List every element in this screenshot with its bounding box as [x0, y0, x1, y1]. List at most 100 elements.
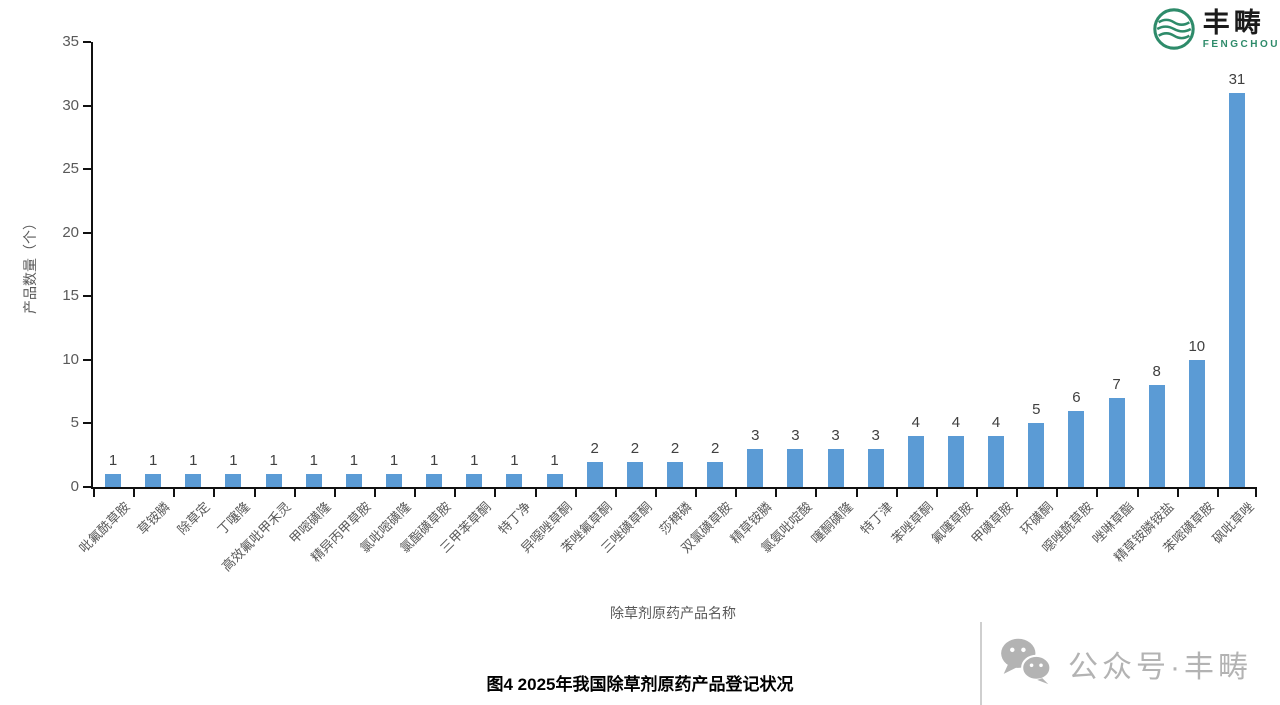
- x-category-label: 吡氟酰草胺: [76, 499, 133, 556]
- x-tick: [93, 489, 95, 497]
- x-axis-title: 除草剂原药产品名称: [610, 605, 736, 621]
- x-tick: [895, 489, 898, 497]
- bar-value-label: 3: [871, 426, 880, 444]
- x-tick: [614, 489, 617, 497]
- x-category-label: 除草定: [174, 499, 214, 538]
- bar-value-label: 4: [911, 414, 920, 432]
- y-axis-title: 产品数量（个）: [22, 216, 38, 314]
- bar-value-label: 31: [1228, 70, 1246, 88]
- bar: [305, 474, 322, 487]
- figure-caption: 图4 2025年我国除草剂原药产品登记状况: [486, 675, 794, 694]
- bar-value-label: 2: [710, 439, 720, 457]
- x-tick: [1096, 489, 1099, 497]
- bar-value-label: 2: [630, 439, 640, 457]
- bar: [1148, 385, 1165, 487]
- x-tick: [494, 489, 497, 497]
- x-tick: [534, 489, 537, 497]
- bar: [747, 448, 764, 487]
- bar-value-label: 1: [189, 452, 198, 470]
- x-tick: [373, 489, 376, 497]
- bar-value-label: 1: [470, 452, 479, 470]
- watermark-divider: [980, 622, 982, 705]
- bar-value-label: 1: [510, 452, 519, 470]
- x-tick: [935, 489, 938, 497]
- brand-logo: 丰畴 FENGCHOU: [1151, 6, 1280, 52]
- bar: [345, 474, 362, 487]
- bar: [506, 474, 523, 487]
- bar-value-label: 1: [108, 452, 118, 470]
- logo-text: 丰畴 FENGCHOU: [1203, 6, 1280, 50]
- y-tick-label: 20: [62, 223, 79, 241]
- x-tick: [1216, 489, 1219, 497]
- x-tick: [1136, 489, 1139, 497]
- bar-value-label: 3: [831, 426, 840, 444]
- bar: [185, 474, 202, 487]
- watermark-text: 公众号·丰畴: [1068, 650, 1252, 684]
- x-tick: [815, 489, 818, 497]
- bar: [947, 436, 964, 487]
- y-tick-label: 30: [62, 96, 79, 114]
- x-category-label: 草铵膦: [134, 499, 173, 538]
- bar: [265, 474, 282, 487]
- x-tick: [1255, 489, 1257, 497]
- x-tick: [1016, 489, 1019, 497]
- bar: [827, 448, 844, 487]
- x-tick: [574, 489, 577, 497]
- bar-value-label: 1: [309, 452, 318, 470]
- y-tick: [83, 295, 91, 298]
- bar: [1068, 410, 1085, 487]
- x-tick: [414, 489, 417, 497]
- bar: [667, 461, 683, 487]
- y-tick-label: 15: [62, 287, 79, 305]
- y-tick-label: 0: [70, 478, 79, 495]
- y-tick: [83, 104, 91, 107]
- bar: [586, 461, 603, 487]
- x-tick: [333, 489, 336, 497]
- bar-value-label: 3: [751, 426, 760, 444]
- bar-value-label: 1: [269, 452, 278, 470]
- y-tick-label: 5: [70, 414, 79, 432]
- bar: [707, 461, 724, 487]
- bar: [867, 448, 884, 487]
- bar: [466, 474, 483, 487]
- y-tick: [83, 422, 91, 425]
- logo-cn: 丰畴: [1202, 8, 1265, 38]
- y-tick: [83, 168, 91, 171]
- x-tick: [293, 489, 296, 497]
- y-tick: [83, 486, 91, 488]
- logo-en: FENGCHOU: [1202, 39, 1280, 50]
- bar-value-label: 2: [670, 439, 680, 457]
- bar-value-label: 7: [1112, 376, 1121, 393]
- bar: [1228, 92, 1245, 487]
- bar-value-label: 3: [791, 426, 800, 444]
- x-tick: [1056, 489, 1059, 497]
- y-tick: [83, 358, 91, 361]
- bar: [787, 448, 804, 487]
- x-category-label: 氟噻草胺: [928, 499, 976, 547]
- x-tick: [1176, 489, 1179, 497]
- bar-value-label: 8: [1152, 363, 1161, 381]
- x-tick: [775, 489, 778, 497]
- bar: [1188, 359, 1205, 487]
- bar: [145, 474, 162, 487]
- bar-value-label: 10: [1188, 337, 1206, 355]
- watermark: 公众号·丰畴: [980, 622, 1252, 705]
- x-category-label: 砜吡草唑: [1209, 499, 1257, 547]
- x-tick: [454, 489, 457, 497]
- bar: [426, 474, 443, 487]
- bar: [1108, 398, 1125, 487]
- bar-value-label: 1: [550, 452, 559, 470]
- fengchou-globe-icon: [1151, 6, 1197, 52]
- x-category-label: 噻酮磺隆: [807, 499, 856, 547]
- x-tick: [735, 489, 738, 497]
- x-category-label: 甲磺草胺: [968, 499, 1016, 547]
- x-tick: [855, 489, 858, 497]
- bar-value-label: 4: [991, 414, 1001, 432]
- x-tick: [695, 489, 698, 497]
- bar: [907, 436, 924, 487]
- bar-value-label: 5: [1032, 401, 1041, 419]
- bar: [546, 474, 563, 487]
- x-tick: [654, 489, 657, 497]
- y-tick: [83, 41, 91, 43]
- bar-value-label: 1: [430, 452, 439, 470]
